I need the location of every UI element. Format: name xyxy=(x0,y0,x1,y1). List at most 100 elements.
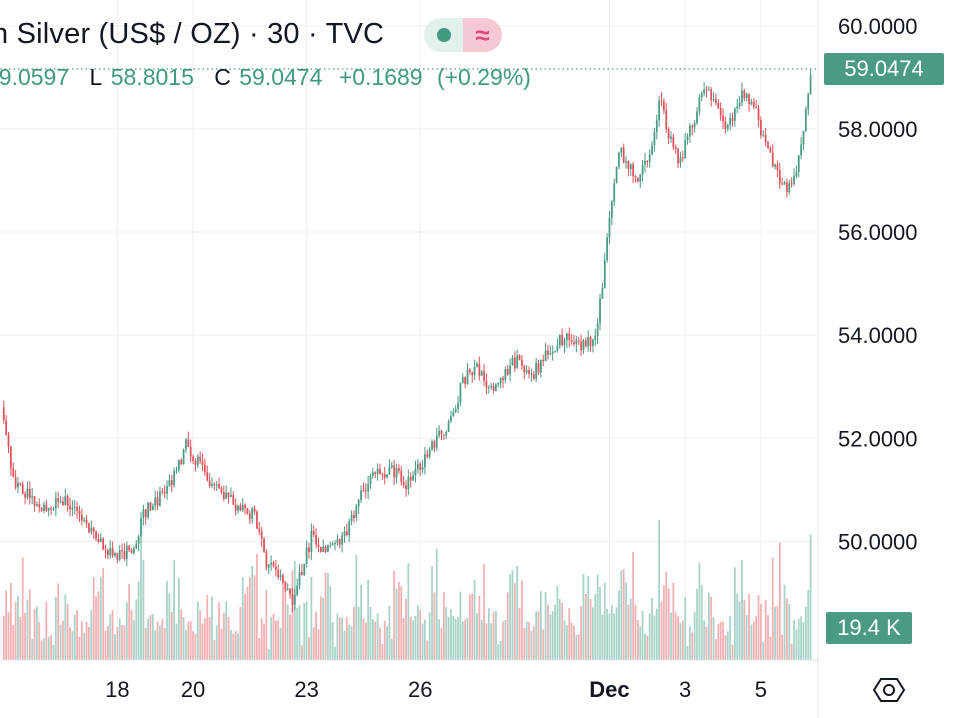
candle-body xyxy=(360,490,362,500)
volume-bar xyxy=(54,597,57,660)
candle-body xyxy=(102,538,105,550)
volume-bar xyxy=(310,576,313,660)
candle-body xyxy=(506,369,509,375)
y-tick-label: 56.0000 xyxy=(838,220,918,245)
candle-body xyxy=(296,585,299,595)
market-status-pill[interactable]: ≈ xyxy=(424,18,502,52)
candle-body xyxy=(774,164,776,167)
price-axis[interactable]: 60.0000 58.0000 56.0000 54.0000 52.0000 50.00… xyxy=(838,14,918,555)
candle-body xyxy=(47,508,50,511)
volume-bar xyxy=(409,616,412,660)
volume-bar xyxy=(717,624,720,660)
candle-body xyxy=(724,121,727,129)
volume-bar xyxy=(369,606,372,660)
symbol-title[interactable]: n Silver (US$ / OZ) · 30 · TVC xyxy=(0,18,385,50)
candle-body xyxy=(293,594,296,605)
candle-body xyxy=(663,101,665,111)
candle-body xyxy=(795,171,798,177)
volume-bar xyxy=(140,542,142,660)
settings-gear-icon[interactable] xyxy=(872,673,906,707)
candle-body xyxy=(672,136,675,148)
volume-bar xyxy=(400,586,403,660)
volume-bar xyxy=(733,567,736,660)
candle-body xyxy=(542,359,545,362)
candle-body xyxy=(696,111,698,124)
volume-bar xyxy=(317,629,320,660)
volume-bar xyxy=(625,582,627,660)
candle-body xyxy=(786,182,788,193)
candle-body xyxy=(111,548,114,556)
volume-bar xyxy=(672,582,675,660)
volume-bar xyxy=(45,601,48,660)
volume-bar xyxy=(80,620,83,660)
volume-bar xyxy=(700,584,703,660)
volume-bar xyxy=(308,637,310,660)
volume-bar xyxy=(499,640,502,660)
candle-body xyxy=(454,409,457,412)
volume-bar xyxy=(655,608,658,660)
candle-body xyxy=(289,588,291,595)
candle-body xyxy=(59,501,62,503)
candle-body xyxy=(577,340,580,342)
market-open-indicator[interactable] xyxy=(424,18,463,52)
candle-body xyxy=(707,89,710,91)
volume-bar xyxy=(315,611,317,660)
candle-body xyxy=(544,350,547,362)
time-axis[interactable]: 18 20 23 26 Dec 3 5 xyxy=(105,677,767,702)
volume-bar xyxy=(19,617,22,660)
volume-bar xyxy=(239,607,242,660)
candle-body xyxy=(5,420,8,435)
volume-bar xyxy=(783,584,786,660)
candle-body xyxy=(485,380,488,389)
volume-bar xyxy=(270,617,273,660)
volume-bar xyxy=(90,610,93,660)
volume-bar xyxy=(549,614,552,660)
candle-body xyxy=(629,164,632,169)
candle-body xyxy=(80,514,83,521)
volume-bar xyxy=(632,551,635,660)
candle-body xyxy=(135,543,138,549)
candle-body xyxy=(655,120,658,133)
volume-bar xyxy=(658,520,661,660)
candle-body xyxy=(400,471,403,482)
candle-body xyxy=(123,551,126,560)
volume-bar xyxy=(83,632,86,660)
volume-bar xyxy=(573,625,575,660)
volume-bar xyxy=(170,611,173,660)
volume-bar xyxy=(487,608,490,660)
volume-bar xyxy=(648,613,651,660)
volume-bar xyxy=(800,616,803,660)
candle-body xyxy=(778,170,781,184)
candle-body xyxy=(234,504,237,511)
volume-bar xyxy=(256,554,258,660)
volume-bar xyxy=(177,577,180,660)
volume-bar xyxy=(580,606,582,660)
candle-body xyxy=(499,377,502,383)
volume-bar xyxy=(284,580,287,660)
candle-body xyxy=(163,491,166,494)
candle-body xyxy=(599,298,601,324)
candle-body xyxy=(97,538,100,543)
delayed-data-icon[interactable]: ≈ xyxy=(463,18,502,52)
volume-bar xyxy=(442,592,445,660)
candle-body xyxy=(7,434,10,447)
volume-bar xyxy=(371,619,374,660)
volume-bar xyxy=(291,570,294,660)
volume-bar xyxy=(47,636,50,660)
volume-bar xyxy=(92,577,95,660)
candle-body xyxy=(402,481,405,486)
candle-body xyxy=(750,101,753,105)
y-tick-label: 58.0000 xyxy=(838,117,918,142)
candle-body xyxy=(147,502,149,518)
candle-body xyxy=(464,377,467,385)
candle-body xyxy=(502,377,504,380)
volume-bar xyxy=(21,557,24,660)
candle-body xyxy=(504,369,507,380)
ohlc-legend: 59.0597 L 58.8015 C 59.0474 +0.1689 (+0.… xyxy=(0,64,533,91)
candle-body xyxy=(187,439,190,447)
volume-bar xyxy=(336,613,339,660)
candle-body xyxy=(125,545,128,560)
volume-bar xyxy=(234,631,237,660)
